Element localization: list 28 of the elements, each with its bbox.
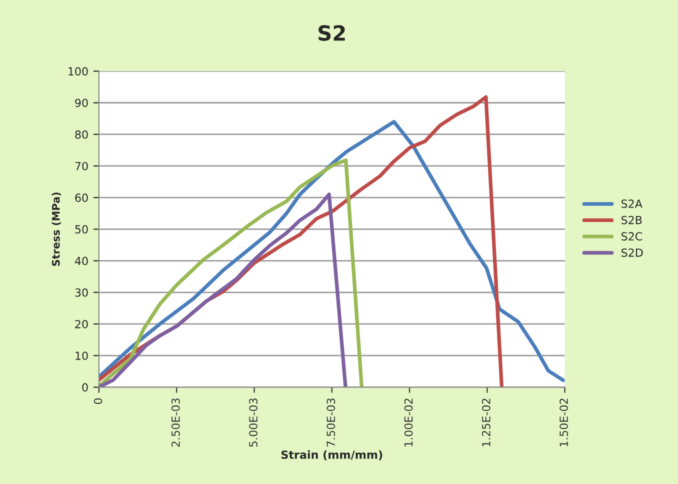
- x-tick-label: 0: [94, 398, 102, 404]
- legend-label: S2C: [621, 232, 642, 241]
- x-tick-label: 7.50E-03: [326, 398, 336, 447]
- x-axis-title: Strain (mm/mm): [281, 450, 382, 460]
- legend-label: S2B: [621, 216, 642, 224]
- y-tick-label: 70: [75, 162, 88, 170]
- x-tick-label: 1.00E-02: [404, 398, 413, 446]
- y-tick-label: 60: [75, 194, 88, 202]
- x-tick-label: 1.25E-02: [482, 398, 490, 446]
- y-tick-label: 50: [75, 225, 88, 234]
- x-tick-label: 5.00E-03: [249, 398, 258, 447]
- x-tick-label: 1.50E-02: [560, 398, 568, 446]
- y-tick-label: 40: [74, 256, 88, 266]
- y-tick-label: 80: [75, 130, 88, 139]
- line-series: [98, 192, 348, 388]
- x-tick-label: 2.50E-03: [171, 398, 180, 447]
- y-tick-label: 100: [68, 67, 88, 76]
- line-series: [98, 120, 565, 382]
- y-tick-label: 0: [82, 383, 88, 392]
- y-tick-label: 90: [75, 98, 88, 108]
- line-series: [98, 158, 364, 388]
- y-tick-label: 10: [76, 352, 88, 360]
- legend-label: S2A: [621, 200, 642, 208]
- y-tick-label: 30: [75, 288, 88, 297]
- chart-title: S2: [318, 25, 345, 41]
- legend-label: S2D: [621, 248, 643, 257]
- y-tick-label: 20: [75, 320, 88, 328]
- y-axis-title: Stress (MPa): [52, 192, 62, 266]
